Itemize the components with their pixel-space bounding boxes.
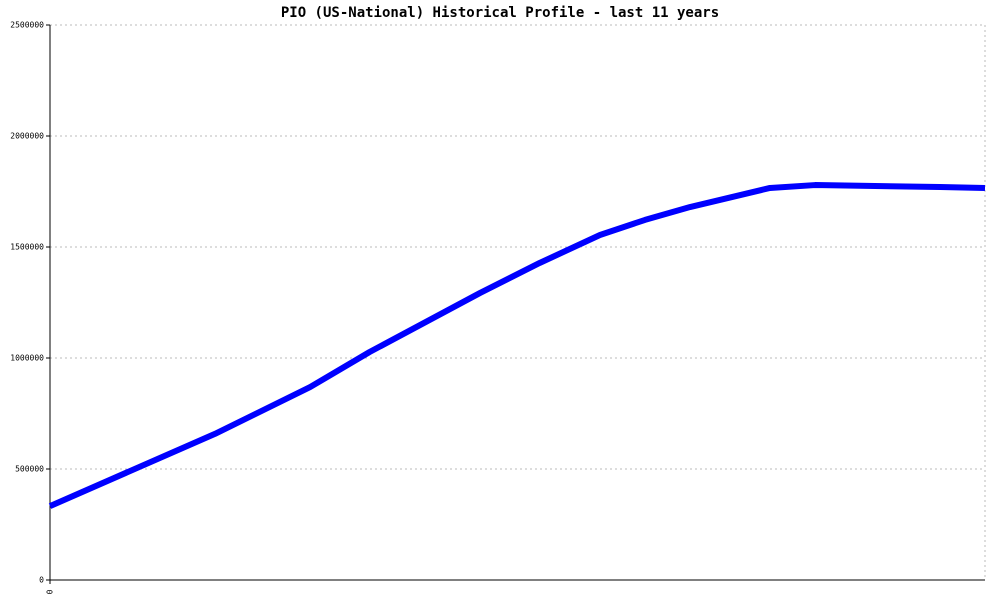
chart-title: PIO (US-National) Historical Profile - l… [281, 5, 719, 21]
y-tick-label: 1500000 [10, 243, 44, 252]
y-tick-label: 2000000 [10, 132, 44, 141]
y-tick-label: 0 [39, 576, 44, 585]
x-tick-label: 0 [46, 589, 55, 594]
y-tick-label: 500000 [15, 465, 44, 474]
series-line [48, 182, 986, 509]
y-tick-label: 1000000 [10, 354, 44, 363]
y-tick-label: 2500000 [10, 21, 44, 30]
